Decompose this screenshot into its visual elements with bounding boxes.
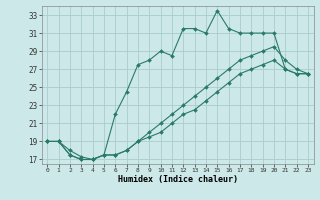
X-axis label: Humidex (Indice chaleur): Humidex (Indice chaleur) (118, 175, 237, 184)
